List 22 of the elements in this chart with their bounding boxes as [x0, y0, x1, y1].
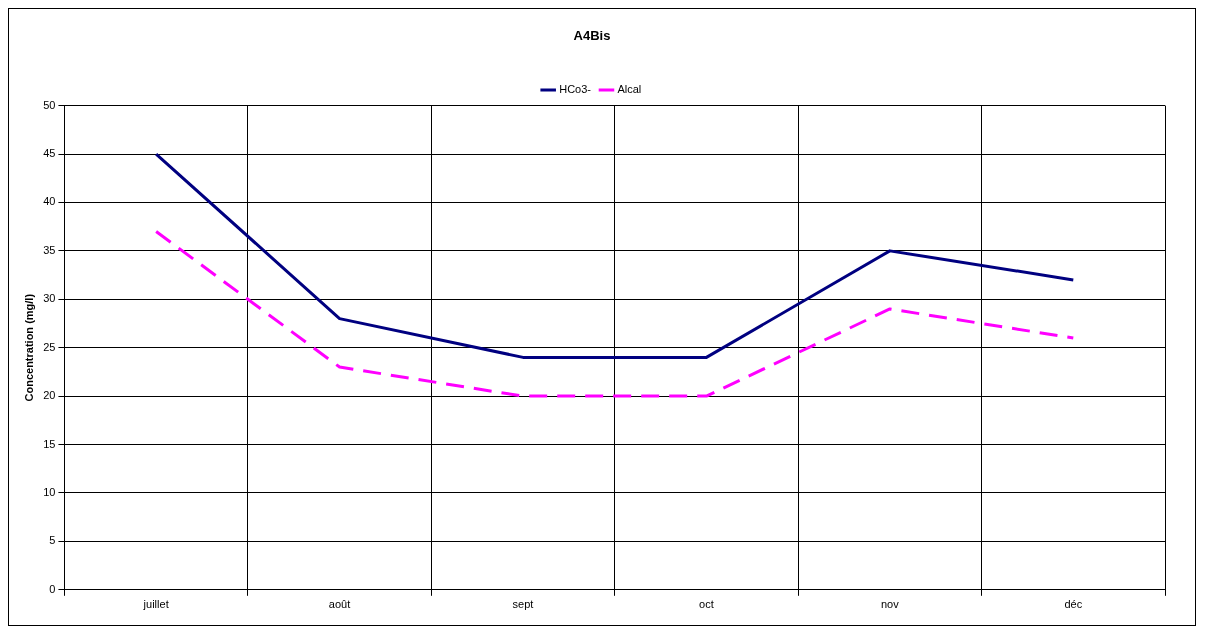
legend-label: Alcal — [617, 83, 642, 96]
x-tick-label: sept — [512, 598, 534, 611]
line-series — [154, 229, 1075, 398]
y-tick-label: 20 — [43, 389, 56, 402]
y-tick-label: 30 — [43, 292, 56, 305]
x-tick-label: oct — [699, 598, 714, 611]
y-tick-label: 50 — [43, 98, 56, 111]
x-tick-label: déc — [1064, 598, 1083, 611]
x-tick-label: août — [328, 598, 351, 611]
x-tick-label: juillet — [142, 598, 169, 611]
chart-title: A4Bis — [573, 28, 611, 44]
x-tick-label: nov — [880, 598, 900, 611]
y-tick-label: 15 — [43, 437, 56, 450]
y-axis-title: Concentration (mg/l) — [22, 293, 35, 402]
y-tick-label: 35 — [43, 243, 56, 256]
y-tick-label: 0 — [49, 582, 56, 595]
y-tick-label: 25 — [43, 340, 56, 353]
legend-label: HCo3- — [559, 83, 592, 96]
y-tick-label: 40 — [43, 195, 56, 208]
y-tick-label: 10 — [43, 485, 56, 498]
y-tick-label: 5 — [49, 534, 56, 547]
y-tick-label: 45 — [43, 147, 56, 160]
